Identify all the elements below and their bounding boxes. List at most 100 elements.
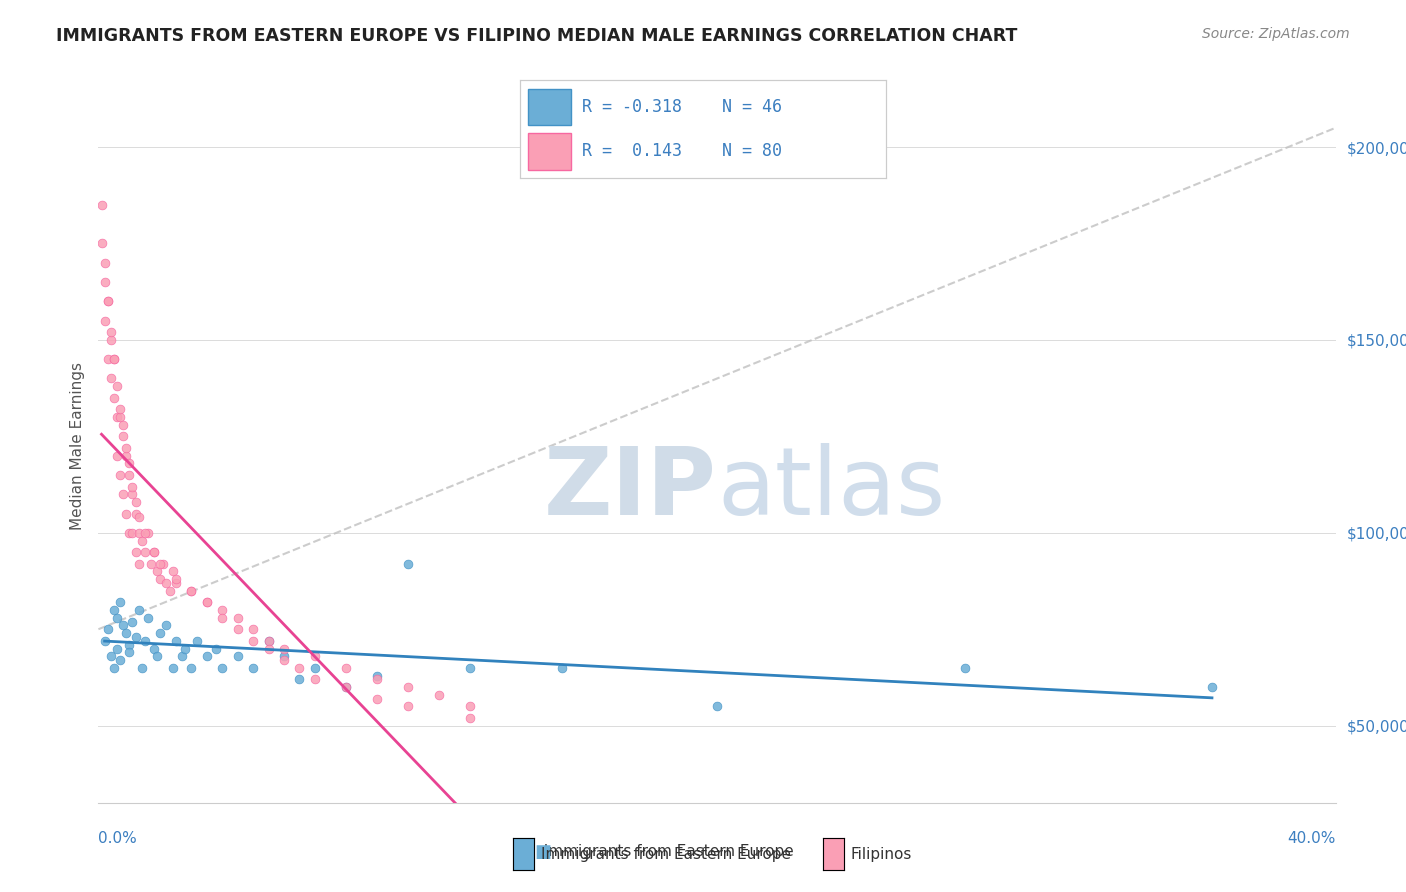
Point [304, 673, 326, 687]
Text: Filipinos: Filipinos [851, 847, 912, 862]
Point [257, 633, 280, 648]
Point [257, 641, 280, 656]
Point [112, 417, 135, 432]
Point [288, 673, 311, 687]
Point [124, 630, 146, 644]
Point [118, 645, 141, 659]
Text: 40.0%: 40.0% [1288, 831, 1336, 847]
Text: atlas: atlas [717, 442, 945, 535]
Point [134, 545, 156, 559]
Point [115, 449, 138, 463]
Point [304, 661, 326, 675]
Point [139, 557, 162, 571]
Point [396, 680, 419, 694]
Point [118, 456, 141, 470]
Point [162, 661, 184, 675]
Point [103, 352, 125, 367]
Point [105, 410, 128, 425]
Point [165, 572, 187, 586]
Point [226, 622, 249, 636]
Point [152, 557, 174, 571]
Point [149, 626, 172, 640]
Point [458, 699, 481, 714]
Point [458, 711, 481, 725]
Point [90, 236, 112, 251]
Point [124, 495, 146, 509]
Point [211, 603, 233, 617]
Point [100, 325, 122, 339]
Point [97, 294, 120, 309]
Point [195, 595, 218, 609]
Point [115, 507, 138, 521]
Point [143, 545, 166, 559]
Point [93, 256, 115, 270]
Point [242, 633, 264, 648]
Point [108, 595, 131, 609]
Point [242, 622, 264, 636]
Point [100, 649, 122, 664]
Point [146, 649, 169, 664]
Point [103, 603, 125, 617]
Point [226, 610, 249, 624]
Point [128, 603, 150, 617]
Point [551, 661, 574, 675]
Point [100, 371, 122, 385]
Point [112, 618, 135, 632]
Text: R =  0.143    N = 80: R = 0.143 N = 80 [582, 142, 782, 160]
Point [121, 487, 143, 501]
Text: 0.0%: 0.0% [98, 831, 138, 847]
Point [121, 615, 143, 629]
Point [180, 661, 202, 675]
Point [304, 649, 326, 664]
Point [105, 379, 128, 393]
Point [226, 649, 249, 664]
Point [159, 583, 181, 598]
Point [108, 653, 131, 667]
Point [211, 610, 233, 624]
Point [165, 576, 187, 591]
Point [97, 352, 120, 367]
Point [112, 487, 135, 501]
Point [103, 391, 125, 405]
Point [257, 633, 280, 648]
Point [180, 583, 202, 598]
Point [335, 680, 357, 694]
Point [115, 441, 138, 455]
Point [134, 525, 156, 540]
Point [186, 633, 208, 648]
Point [149, 572, 172, 586]
Text: ZIP: ZIP [544, 442, 717, 535]
Point [170, 649, 193, 664]
Point [195, 595, 218, 609]
Point [108, 467, 131, 482]
Y-axis label: Median Male Earnings: Median Male Earnings [69, 362, 84, 530]
Point [108, 410, 131, 425]
Point [93, 313, 115, 327]
Point [273, 641, 295, 656]
Text: Immigrants from Eastern Europe: Immigrants from Eastern Europe [541, 847, 792, 862]
Point [335, 661, 357, 675]
Point [366, 668, 388, 682]
Point [128, 510, 150, 524]
Point [121, 525, 143, 540]
Point [953, 661, 976, 675]
Point [143, 545, 166, 559]
Text: R = -0.318    N = 46: R = -0.318 N = 46 [582, 98, 782, 116]
Point [112, 429, 135, 443]
Point [115, 626, 138, 640]
Point [288, 661, 311, 675]
Point [90, 198, 112, 212]
Point [93, 275, 115, 289]
Point [396, 699, 419, 714]
Point [131, 533, 153, 548]
Point [105, 449, 128, 463]
Point [143, 641, 166, 656]
Point [211, 661, 233, 675]
Point [134, 633, 156, 648]
Point [93, 633, 115, 648]
Point [162, 565, 184, 579]
Point [136, 525, 159, 540]
Point [105, 610, 128, 624]
Point [205, 641, 228, 656]
FancyBboxPatch shape [527, 89, 571, 126]
